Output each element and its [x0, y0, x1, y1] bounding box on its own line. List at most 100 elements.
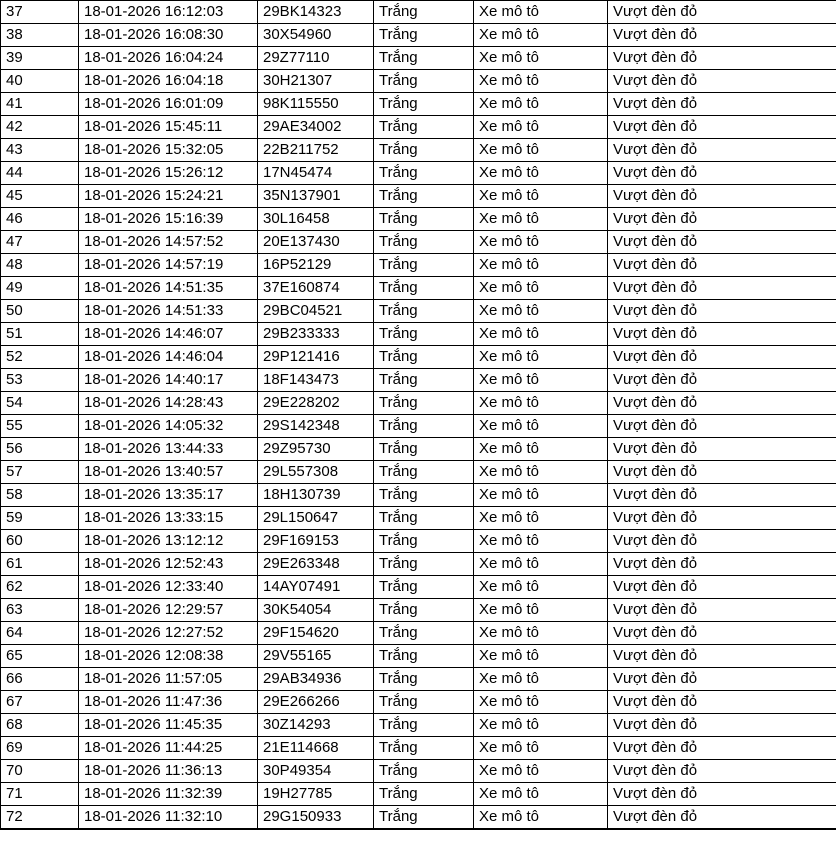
cell-violation: Vượt đèn đỏ — [607, 506, 836, 530]
cell-violation: Vượt đèn đỏ — [607, 115, 836, 139]
cell-color: Trắng — [373, 115, 474, 139]
cell-datetime: 18-01-2026 15:45:11 — [78, 115, 258, 139]
cell-color: Trắng — [373, 460, 474, 484]
cell-vehicle-type: Xe mô tô — [473, 184, 608, 208]
cell-color: Trắng — [373, 230, 474, 254]
cell-datetime: 18-01-2026 13:44:33 — [78, 437, 258, 461]
table-row: 65 18-01-2026 12:08:38 29V55165 Trắng Xe… — [0, 644, 836, 668]
cell-violation: Vượt đèn đỏ — [607, 575, 836, 599]
cell-datetime: 18-01-2026 11:47:36 — [78, 690, 258, 714]
cell-license-plate: 29AE34002 — [257, 115, 374, 139]
cell-violation: Vượt đèn đỏ — [607, 69, 836, 93]
cell-license-plate: 29P121416 — [257, 345, 374, 369]
table-row: 61 18-01-2026 12:52:43 29E263348 Trắng X… — [0, 552, 836, 576]
cell-license-plate: 37E160874 — [257, 276, 374, 300]
table-row: 51 18-01-2026 14:46:07 29B233333 Trắng X… — [0, 322, 836, 346]
cell-violation: Vượt đèn đỏ — [607, 690, 836, 714]
cell-violation: Vượt đèn đỏ — [607, 529, 836, 553]
cell-row-number: 61 — [0, 552, 79, 576]
cell-violation: Vượt đèn đỏ — [607, 299, 836, 323]
cell-vehicle-type: Xe mô tô — [473, 667, 608, 691]
cell-vehicle-type: Xe mô tô — [473, 460, 608, 484]
cell-datetime: 18-01-2026 13:12:12 — [78, 529, 258, 553]
cell-row-number: 62 — [0, 575, 79, 599]
cell-vehicle-type: Xe mô tô — [473, 322, 608, 346]
cell-datetime: 18-01-2026 16:01:09 — [78, 92, 258, 116]
cell-violation: Vượt đèn đỏ — [607, 92, 836, 116]
cell-violation: Vượt đèn đỏ — [607, 184, 836, 208]
cell-datetime: 18-01-2026 13:35:17 — [78, 483, 258, 507]
cell-license-plate: 29BK14323 — [257, 0, 374, 24]
cell-vehicle-type: Xe mô tô — [473, 529, 608, 553]
table-row: 60 18-01-2026 13:12:12 29F169153 Trắng X… — [0, 529, 836, 553]
table-row: 54 18-01-2026 14:28:43 29E228202 Trắng X… — [0, 391, 836, 415]
cell-row-number: 67 — [0, 690, 79, 714]
cell-license-plate: 29Z95730 — [257, 437, 374, 461]
table-row: 38 18-01-2026 16:08:30 30X54960 Trắng Xe… — [0, 23, 836, 47]
cell-datetime: 18-01-2026 16:04:18 — [78, 69, 258, 93]
cell-violation: Vượt đèn đỏ — [607, 552, 836, 576]
cell-violation: Vượt đèn đỏ — [607, 483, 836, 507]
cell-row-number: 70 — [0, 759, 79, 783]
table-row: 52 18-01-2026 14:46:04 29P121416 Trắng X… — [0, 345, 836, 369]
table-row: 41 18-01-2026 16:01:09 98K115550 Trắng X… — [0, 92, 836, 116]
cell-vehicle-type: Xe mô tô — [473, 161, 608, 185]
cell-vehicle-type: Xe mô tô — [473, 69, 608, 93]
cell-row-number: 41 — [0, 92, 79, 116]
cell-license-plate: 29B233333 — [257, 322, 374, 346]
cell-violation: Vượt đèn đỏ — [607, 276, 836, 300]
cell-datetime: 18-01-2026 14:28:43 — [78, 391, 258, 415]
table-row: 64 18-01-2026 12:27:52 29F154620 Trắng X… — [0, 621, 836, 645]
cell-row-number: 45 — [0, 184, 79, 208]
cell-color: Trắng — [373, 23, 474, 47]
cell-violation: Vượt đèn đỏ — [607, 345, 836, 369]
cell-color: Trắng — [373, 276, 474, 300]
cell-color: Trắng — [373, 782, 474, 806]
cell-color: Trắng — [373, 690, 474, 714]
table-row: 69 18-01-2026 11:44:25 21E114668 Trắng X… — [0, 736, 836, 760]
cell-license-plate: 16P52129 — [257, 253, 374, 277]
cell-license-plate: 14AY07491 — [257, 575, 374, 599]
cell-vehicle-type: Xe mô tô — [473, 46, 608, 70]
cell-violation: Vượt đèn đỏ — [607, 782, 836, 806]
cell-row-number: 63 — [0, 598, 79, 622]
table-row: 68 18-01-2026 11:45:35 30Z14293 Trắng Xe… — [0, 713, 836, 737]
table-row: 70 18-01-2026 11:36:13 30P49354 Trắng Xe… — [0, 759, 836, 783]
cell-violation: Vượt đèn đỏ — [607, 207, 836, 231]
cell-row-number: 37 — [0, 0, 79, 24]
cell-color: Trắng — [373, 345, 474, 369]
cell-datetime: 18-01-2026 11:45:35 — [78, 713, 258, 737]
table-row: 46 18-01-2026 15:16:39 30L16458 Trắng Xe… — [0, 207, 836, 231]
table-row: 48 18-01-2026 14:57:19 16P52129 Trắng Xe… — [0, 253, 836, 277]
cell-violation: Vượt đèn đỏ — [607, 391, 836, 415]
cell-license-plate: 18F143473 — [257, 368, 374, 392]
cell-violation: Vượt đèn đỏ — [607, 0, 836, 24]
cell-violation: Vượt đèn đỏ — [607, 460, 836, 484]
cell-color: Trắng — [373, 759, 474, 783]
cell-datetime: 18-01-2026 14:46:04 — [78, 345, 258, 369]
cell-license-plate: 29G150933 — [257, 805, 374, 829]
cell-vehicle-type: Xe mô tô — [473, 414, 608, 438]
cell-datetime: 18-01-2026 12:33:40 — [78, 575, 258, 599]
cell-vehicle-type: Xe mô tô — [473, 506, 608, 530]
cell-violation: Vượt đèn đỏ — [607, 621, 836, 645]
cell-license-plate: 29F169153 — [257, 529, 374, 553]
cell-vehicle-type: Xe mô tô — [473, 253, 608, 277]
cell-datetime: 18-01-2026 16:08:30 — [78, 23, 258, 47]
cell-color: Trắng — [373, 713, 474, 737]
cell-row-number: 49 — [0, 276, 79, 300]
cell-row-number: 47 — [0, 230, 79, 254]
table-row: 40 18-01-2026 16:04:18 30H21307 Trắng Xe… — [0, 69, 836, 93]
cell-row-number: 54 — [0, 391, 79, 415]
cell-vehicle-type: Xe mô tô — [473, 552, 608, 576]
cell-vehicle-type: Xe mô tô — [473, 276, 608, 300]
cell-color: Trắng — [373, 506, 474, 530]
cell-license-plate: 29BC04521 — [257, 299, 374, 323]
table-row: 71 18-01-2026 11:32:39 19H27785 Trắng Xe… — [0, 782, 836, 806]
cell-row-number: 64 — [0, 621, 79, 645]
table-row: 55 18-01-2026 14:05:32 29S142348 Trắng X… — [0, 414, 836, 438]
cell-vehicle-type: Xe mô tô — [473, 759, 608, 783]
cell-datetime: 18-01-2026 15:16:39 — [78, 207, 258, 231]
table-row: 45 18-01-2026 15:24:21 35N137901 Trắng X… — [0, 184, 836, 208]
table-row: 37 18-01-2026 16:12:03 29BK14323 Trắng X… — [0, 0, 836, 24]
